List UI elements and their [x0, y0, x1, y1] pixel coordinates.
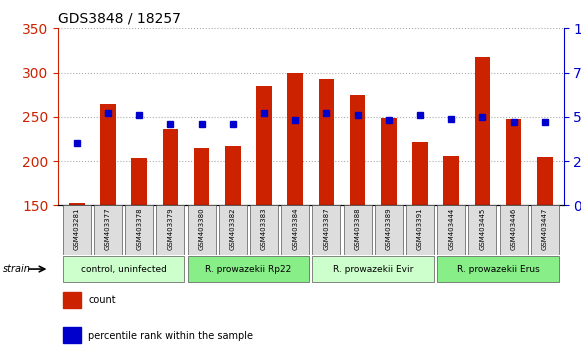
Text: GSM403384: GSM403384 — [292, 208, 298, 250]
FancyBboxPatch shape — [468, 205, 497, 255]
Text: GSM403383: GSM403383 — [261, 208, 267, 250]
FancyBboxPatch shape — [500, 205, 528, 255]
Bar — [537, 156, 553, 205]
Bar — [163, 129, 178, 205]
Bar — [69, 202, 85, 205]
FancyBboxPatch shape — [281, 205, 309, 255]
Text: GSM403379: GSM403379 — [167, 208, 173, 250]
Text: GSM403387: GSM403387 — [324, 208, 329, 250]
Text: percentile rank within the sample: percentile rank within the sample — [88, 331, 253, 341]
Text: GSM403378: GSM403378 — [136, 208, 142, 250]
FancyBboxPatch shape — [188, 205, 216, 255]
Text: GSM403391: GSM403391 — [417, 208, 423, 250]
Text: GSM403382: GSM403382 — [230, 208, 236, 250]
Bar — [413, 142, 428, 205]
Text: GSM403380: GSM403380 — [199, 208, 205, 250]
Bar — [381, 118, 397, 205]
Text: GSM403444: GSM403444 — [449, 208, 454, 250]
Text: R. prowazekii Rp22: R. prowazekii Rp22 — [205, 264, 292, 274]
Bar — [475, 57, 490, 205]
Bar — [131, 158, 147, 205]
FancyBboxPatch shape — [250, 205, 278, 255]
FancyBboxPatch shape — [437, 256, 559, 282]
Text: R. prowazekii Erus: R. prowazekii Erus — [457, 264, 539, 274]
Bar — [506, 119, 522, 205]
FancyBboxPatch shape — [343, 205, 372, 255]
Text: GSM403388: GSM403388 — [354, 208, 361, 250]
Text: R. prowazekii Evir: R. prowazekii Evir — [333, 264, 414, 274]
FancyBboxPatch shape — [63, 256, 184, 282]
Text: GSM403445: GSM403445 — [479, 208, 486, 250]
FancyBboxPatch shape — [125, 205, 153, 255]
FancyBboxPatch shape — [437, 205, 465, 255]
FancyBboxPatch shape — [406, 205, 434, 255]
Text: GSM403389: GSM403389 — [386, 208, 392, 250]
FancyBboxPatch shape — [94, 205, 122, 255]
Text: GSM403281: GSM403281 — [74, 208, 80, 250]
FancyBboxPatch shape — [188, 256, 309, 282]
Bar — [63, 327, 81, 343]
Bar — [350, 95, 365, 205]
Text: GSM403447: GSM403447 — [542, 208, 548, 250]
Bar — [225, 146, 241, 205]
Bar — [194, 148, 209, 205]
FancyBboxPatch shape — [63, 205, 91, 255]
FancyBboxPatch shape — [313, 256, 434, 282]
Text: count: count — [88, 296, 116, 306]
Bar — [256, 86, 272, 205]
Bar — [100, 103, 116, 205]
FancyBboxPatch shape — [156, 205, 184, 255]
Text: GSM403446: GSM403446 — [511, 208, 517, 250]
Text: GSM403377: GSM403377 — [105, 208, 111, 250]
FancyBboxPatch shape — [219, 205, 247, 255]
FancyBboxPatch shape — [375, 205, 403, 255]
Bar — [443, 156, 459, 205]
FancyBboxPatch shape — [531, 205, 559, 255]
Bar — [63, 292, 81, 308]
FancyBboxPatch shape — [313, 205, 340, 255]
Bar — [288, 73, 303, 205]
Text: GDS3848 / 18257: GDS3848 / 18257 — [58, 12, 181, 26]
Text: strain: strain — [3, 264, 31, 274]
Bar — [318, 79, 334, 205]
Text: control, uninfected: control, uninfected — [81, 264, 167, 274]
